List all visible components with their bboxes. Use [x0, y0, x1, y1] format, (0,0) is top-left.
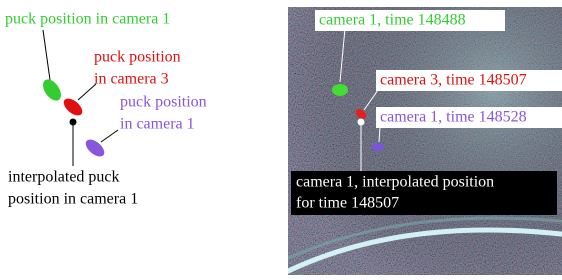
- label: in camera 3: [94, 71, 169, 88]
- green-blob: [332, 84, 348, 96]
- schematic: puck position in camera 1 puck position …: [5, 11, 207, 208]
- interpolated-point: [70, 119, 77, 126]
- label: interpolated puck: [8, 169, 120, 186]
- figure: puck position in camera 1 puck position …: [0, 0, 562, 275]
- label: camera 1, time 148488: [319, 12, 466, 29]
- camera-image: camera 1, time 148488 camera 3, time 148…: [280, 7, 562, 275]
- leader-line: [101, 130, 118, 142]
- label: camera 1, interpolated position: [296, 174, 494, 191]
- green-puck: [39, 76, 64, 104]
- leader-line: [43, 30, 50, 80]
- label: position in camera 1: [8, 191, 138, 208]
- interpolated-point: [358, 119, 365, 126]
- purple-blob: [372, 143, 384, 151]
- label: for time 148507: [296, 195, 399, 212]
- label: in camera 1: [120, 116, 195, 133]
- page: puck position in camera 1 puck position …: [0, 0, 562, 275]
- label: puck position: [94, 49, 181, 66]
- label: puck position: [120, 94, 207, 111]
- label: camera 1, time 148528: [380, 109, 527, 126]
- red-puck: [61, 95, 86, 118]
- label: puck position in camera 1: [5, 11, 170, 28]
- label: camera 3, time 148507: [380, 72, 527, 89]
